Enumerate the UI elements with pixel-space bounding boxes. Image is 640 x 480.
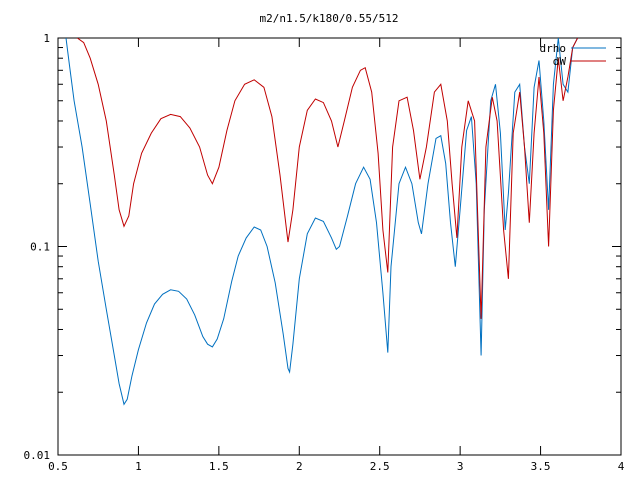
legend-label-dW: dW [553,55,567,68]
x-tick-label: 3 [457,460,464,473]
x-tick-label: 1 [135,460,142,473]
x-tick-label: 1.5 [209,460,229,473]
x-tick-label: 4 [618,460,625,473]
x-tick-label: 3.5 [531,460,551,473]
series-layer [65,38,579,406]
y-tick-label: 1 [43,32,50,45]
x-tick-label: 0.5 [48,460,68,473]
y-tick-label: 0.1 [30,241,50,254]
x-tick-label: 2.5 [370,460,390,473]
legend-label-drho: drho [540,42,567,55]
y-tick-label: 0.01 [24,449,51,462]
x-tick-label: 2 [296,460,303,473]
y-axis: 0.01 0.1 1 [24,32,621,462]
series-line-drho [65,38,579,406]
chart-title: m2/n1.5/k180/0.55/512 [259,12,398,25]
series-line-dW [77,38,579,319]
x-axis: 0.5 1 1.5 2 2.5 3 3.5 4 [48,38,625,473]
